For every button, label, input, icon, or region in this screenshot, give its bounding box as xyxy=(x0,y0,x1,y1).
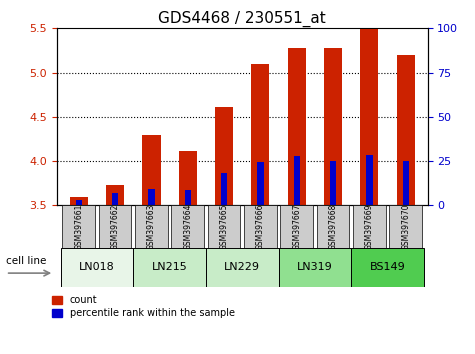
Text: GSM397670: GSM397670 xyxy=(401,203,410,250)
Bar xyxy=(366,155,372,205)
Bar xyxy=(70,198,88,205)
Bar xyxy=(288,48,306,205)
Text: GSM397664: GSM397664 xyxy=(183,203,192,250)
Bar xyxy=(179,152,197,205)
Title: GDS4468 / 230551_at: GDS4468 / 230551_at xyxy=(158,11,326,27)
Text: GSM397666: GSM397666 xyxy=(256,203,265,250)
Bar xyxy=(402,161,409,205)
Text: GSM397663: GSM397663 xyxy=(147,203,156,250)
FancyBboxPatch shape xyxy=(61,248,133,287)
Text: LN215: LN215 xyxy=(152,262,188,272)
FancyBboxPatch shape xyxy=(62,205,95,248)
Text: LN319: LN319 xyxy=(297,262,333,272)
Text: GSM397667: GSM397667 xyxy=(292,203,301,250)
FancyBboxPatch shape xyxy=(133,248,206,287)
Text: GSM397665: GSM397665 xyxy=(219,203,228,250)
Bar xyxy=(112,193,118,205)
Bar xyxy=(257,162,264,205)
Text: GSM397668: GSM397668 xyxy=(329,203,338,250)
Bar xyxy=(361,29,379,205)
Bar xyxy=(330,161,336,205)
Bar xyxy=(185,190,191,205)
FancyBboxPatch shape xyxy=(171,205,204,248)
Text: GSM397662: GSM397662 xyxy=(111,203,120,250)
FancyBboxPatch shape xyxy=(244,205,277,248)
FancyBboxPatch shape xyxy=(317,205,350,248)
Bar xyxy=(76,200,82,205)
Bar xyxy=(397,55,415,205)
Bar xyxy=(106,185,124,205)
Bar xyxy=(251,64,269,205)
FancyBboxPatch shape xyxy=(206,248,278,287)
Text: GSM397669: GSM397669 xyxy=(365,203,374,250)
Bar xyxy=(215,107,233,205)
Text: LN229: LN229 xyxy=(224,262,260,272)
Text: BS149: BS149 xyxy=(370,262,406,272)
Bar xyxy=(324,48,342,205)
FancyBboxPatch shape xyxy=(353,205,386,248)
FancyBboxPatch shape xyxy=(208,205,240,248)
FancyBboxPatch shape xyxy=(351,248,424,287)
Bar xyxy=(221,172,227,205)
FancyBboxPatch shape xyxy=(99,205,132,248)
Text: LN018: LN018 xyxy=(79,262,115,272)
FancyBboxPatch shape xyxy=(135,205,168,248)
FancyBboxPatch shape xyxy=(280,205,313,248)
Bar xyxy=(142,136,161,205)
FancyBboxPatch shape xyxy=(390,205,422,248)
Text: cell line: cell line xyxy=(6,256,46,267)
Bar xyxy=(294,156,300,205)
Bar xyxy=(148,188,155,205)
FancyBboxPatch shape xyxy=(278,248,351,287)
Text: GSM397661: GSM397661 xyxy=(74,203,83,250)
Legend: count, percentile rank within the sample: count, percentile rank within the sample xyxy=(52,295,235,318)
